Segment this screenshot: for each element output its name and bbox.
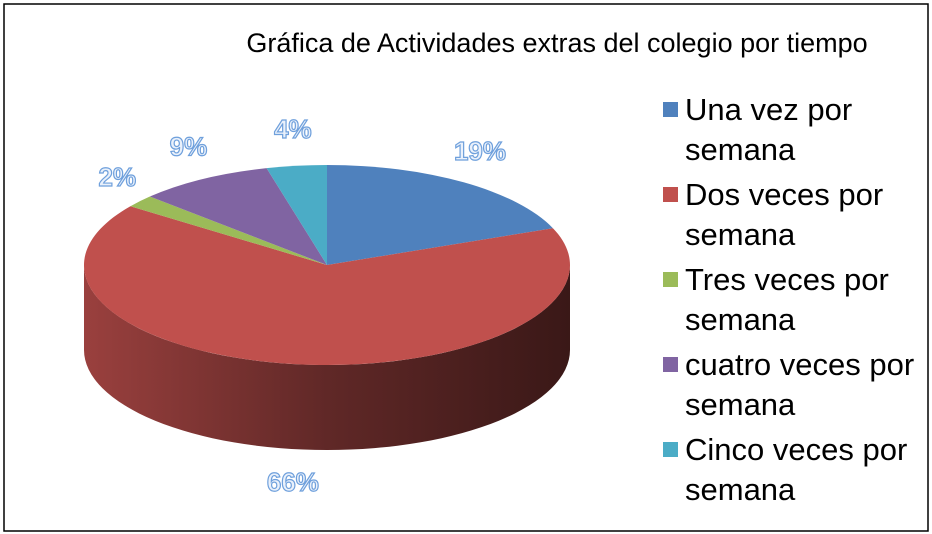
pie-slice [266,165,327,265]
legend-item: Tres veces por semana [663,260,928,340]
legend-label: Dos veces por semana [685,177,884,252]
legend-label: Tres veces por semana [685,262,889,337]
data-label: 9% [170,132,208,162]
legend-swatch [663,102,678,117]
data-label: 19% [454,136,506,166]
legend-item: Cinco veces por semana [663,430,928,510]
legend-label: Una vez por semana [685,92,853,167]
data-label: 4% [274,114,312,144]
legend-swatch [663,272,678,287]
data-label: 2% [99,162,137,192]
pie-side [84,265,570,450]
pie-slice [149,168,327,265]
pie-slice [327,165,553,265]
pie-slice [84,206,571,366]
legend-item: cuatro veces por semana [663,345,928,425]
legend-item: Dos veces por semana [663,175,928,255]
pie-slice [130,196,327,265]
legend-swatch [663,187,678,202]
legend-item: Una vez por semana [663,90,928,170]
legend-swatch [663,357,678,372]
legend-label: Cinco veces por semana [685,432,908,507]
chart-title: Gráfica de Actividades extras del colegi… [246,28,867,58]
legend-label: cuatro veces por semana [685,347,915,422]
legend-swatch [663,442,678,457]
data-label: 66% [267,467,319,497]
